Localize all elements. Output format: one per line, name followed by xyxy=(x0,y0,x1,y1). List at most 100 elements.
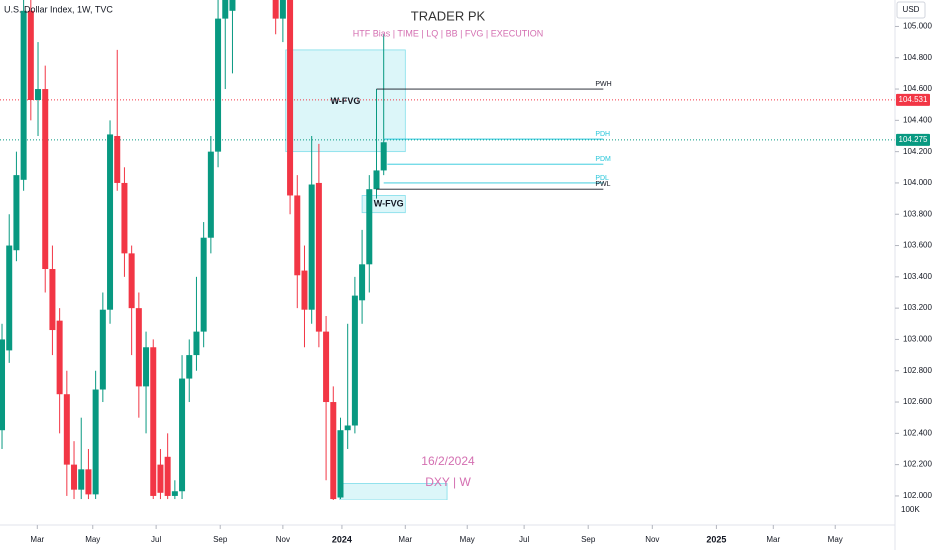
y-tick-label: 104.400 xyxy=(903,115,932,124)
candle-body xyxy=(157,464,164,493)
candle-body xyxy=(6,245,13,351)
x-tick-label: Mar xyxy=(30,535,44,544)
candle-body xyxy=(56,320,63,395)
y-tick-label: 104.800 xyxy=(903,53,932,62)
x-tick-label: Mar xyxy=(766,535,780,544)
x-tick-label: Mar xyxy=(398,535,412,544)
candle-body xyxy=(287,0,294,196)
candle-body xyxy=(35,89,42,100)
currency-box[interactable] xyxy=(896,1,926,19)
candle-body xyxy=(315,182,322,332)
candle-body xyxy=(42,89,49,270)
chart-title: U.S. Dollar Index, 1W, TVC xyxy=(4,4,113,14)
y-tick-label: 103.600 xyxy=(903,241,932,250)
candle-body xyxy=(337,430,344,498)
brand: TRADER PK xyxy=(411,8,486,23)
candle-body xyxy=(215,18,222,152)
currency: USD xyxy=(903,5,920,14)
candle-body xyxy=(71,464,78,490)
candle-body xyxy=(193,331,200,356)
candle-body xyxy=(99,309,106,390)
x-tick-label: Jul xyxy=(519,535,529,544)
candle-body xyxy=(164,456,171,496)
candle-body xyxy=(308,184,315,310)
candle-body xyxy=(135,308,142,387)
candle-body xyxy=(63,394,70,465)
fvg-zone xyxy=(361,195,406,214)
zone-label: W-FVG xyxy=(374,198,404,208)
candle-body xyxy=(0,339,6,431)
candle-body xyxy=(85,469,92,495)
y-tick-label: 102.000 xyxy=(903,491,932,500)
level-label: PWL xyxy=(595,181,610,188)
candle-body xyxy=(107,134,114,310)
candle-body xyxy=(49,269,56,331)
x-tick-label: Nov xyxy=(276,535,290,544)
y-tick-label: 102.200 xyxy=(903,460,932,469)
y-tick-label: 102.400 xyxy=(903,428,932,437)
price-badge xyxy=(896,133,930,146)
y-tick-label: 103.200 xyxy=(903,303,932,312)
candle-body xyxy=(344,425,351,431)
candle-body xyxy=(27,10,34,100)
candle-body xyxy=(186,355,193,379)
date-note: 16/2/2024 xyxy=(421,454,475,468)
candle-body xyxy=(128,253,135,309)
candle-body xyxy=(13,175,20,251)
level-label: PDH xyxy=(595,131,610,138)
price-badge-label: 104.531 xyxy=(899,95,928,104)
candle-body xyxy=(179,378,186,492)
x-tick-label: Sep xyxy=(581,535,596,544)
candle-body xyxy=(150,347,157,496)
x-tick-label: Sep xyxy=(213,535,228,544)
level-label: PDM xyxy=(595,156,611,163)
y-tick-label: 105.000 xyxy=(903,22,932,31)
candle-body xyxy=(20,10,27,180)
candle-body xyxy=(272,0,279,19)
y-tick-label: 104.000 xyxy=(903,178,932,187)
y-tick-label: 104.600 xyxy=(903,84,932,93)
candle-body xyxy=(171,491,178,496)
x-tick-label: 2025 xyxy=(706,534,726,544)
x-tick-label: Nov xyxy=(645,535,659,544)
zone-label: W-FVG xyxy=(331,96,361,106)
candle-body xyxy=(323,331,330,403)
symbol-note: DXY | W xyxy=(425,475,471,489)
candle-body xyxy=(366,189,373,265)
candle-body xyxy=(222,0,229,19)
y-tick-label: 103.800 xyxy=(903,209,932,218)
level-label: PDL xyxy=(595,175,609,182)
y-tick-label: 102.800 xyxy=(903,366,932,375)
x-tick-label: Jul xyxy=(151,535,161,544)
level-label: PWH xyxy=(595,81,611,88)
candle-body xyxy=(78,469,85,490)
candle-body xyxy=(92,389,99,495)
x-tick-label: 2024 xyxy=(332,534,352,544)
candle-body xyxy=(207,151,214,238)
candle-body xyxy=(373,170,380,190)
x-tick-label: May xyxy=(85,535,100,544)
x-tick-label: May xyxy=(828,535,843,544)
candle-body xyxy=(330,402,337,500)
candle-body xyxy=(114,135,121,183)
candle-body xyxy=(229,0,236,11)
fvg-zone xyxy=(285,49,406,153)
candle-body xyxy=(380,142,387,171)
price-badge-label: 104.275 xyxy=(899,135,928,144)
candle-body xyxy=(279,0,286,19)
y-tick-label: 103.400 xyxy=(903,272,932,281)
candle-body xyxy=(351,295,358,426)
y-tick-label: 102.600 xyxy=(903,397,932,406)
x-tick-label: May xyxy=(460,535,475,544)
y-tick-label: 103.000 xyxy=(903,335,932,344)
candle-body xyxy=(301,270,308,310)
candle-body xyxy=(200,237,207,332)
toolbar-text: HTF Bias | TIME | LQ | BB | FVG | EXECUT… xyxy=(353,28,544,38)
candle-body xyxy=(294,195,301,276)
y-tick-label: 104.200 xyxy=(903,147,932,156)
candle-body xyxy=(121,182,128,254)
volume-label: 100K xyxy=(901,505,920,514)
price-badge xyxy=(896,93,930,106)
